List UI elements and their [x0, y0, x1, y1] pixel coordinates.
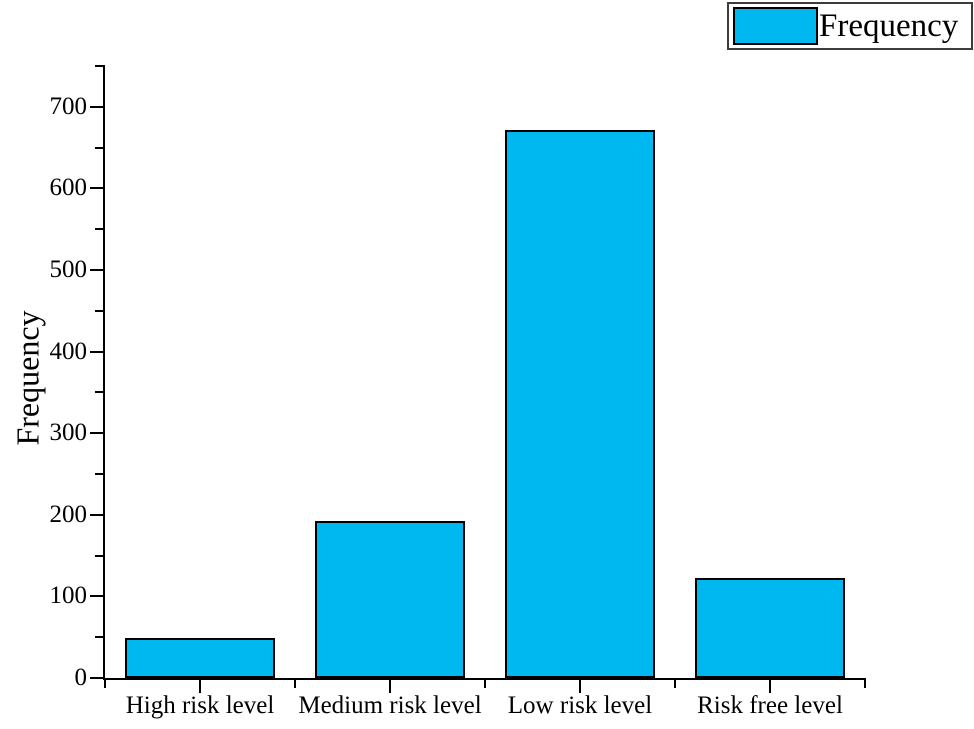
legend-label: Frequency: [819, 7, 959, 44]
y-axis-major-tick: [90, 595, 105, 598]
y-axis-major-tick: [90, 677, 105, 679]
bar-low-risk-level: [505, 130, 655, 678]
x-axis-minor-tick: [674, 678, 676, 688]
y-axis-major-tick: [90, 513, 105, 516]
x-axis-minor-tick: [864, 678, 866, 688]
y-axis-major-tick: [90, 432, 105, 435]
y-tick-label: 600: [49, 174, 88, 202]
legend: Frequency: [727, 2, 973, 50]
y-tick-label: 700: [49, 92, 88, 120]
y-tick-label: 500: [49, 256, 88, 283]
plot-area: 0 100 200 300 400 500 600 700 High risk level Med…: [50, 65, 866, 719]
x-axis-major-tick: [579, 678, 581, 693]
y-tick-label: 100: [49, 582, 88, 610]
y-axis-minor-tick: [95, 146, 105, 149]
y-axis-minor-tick: [95, 554, 105, 557]
y-tick-label: 300: [49, 419, 88, 447]
x-axis-minor-tick: [294, 678, 296, 688]
y-axis-major-tick: [90, 187, 105, 190]
x-axis-major-tick: [199, 678, 201, 693]
y-axis-minor-tick: [95, 636, 105, 639]
y-axis-major-tick: [90, 350, 105, 353]
x-axis-minor-tick: [484, 678, 486, 688]
y-tick-label: 0: [74, 664, 88, 691]
y-axis-major-tick: [90, 269, 105, 271]
x-tick-label: High risk level: [125, 692, 275, 719]
bar-high-risk-level: [125, 638, 275, 678]
legend-swatch: [733, 7, 818, 45]
bar-risk-free-level: [695, 577, 845, 678]
y-tick-label: 200: [49, 500, 88, 528]
y-axis-minor-tick: [95, 65, 105, 67]
x-tick-label: Medium risk level: [298, 692, 482, 719]
bar-medium-risk-level: [315, 521, 465, 678]
y-axis-minor-tick: [95, 473, 105, 475]
x-axis-major-tick: [769, 678, 771, 693]
x-tick-label: Low risk level: [507, 692, 653, 719]
y-axis-minor-tick: [95, 309, 105, 312]
y-axis-minor-tick: [95, 228, 105, 231]
x-axis-minor-tick: [104, 678, 106, 688]
y-tick-label: 400: [49, 337, 88, 365]
y-axis-major-tick: [90, 105, 105, 108]
x-tick-label: Risk free level: [697, 692, 843, 719]
y-axis-minor-tick: [95, 391, 105, 394]
x-axis-major-tick: [389, 678, 391, 693]
